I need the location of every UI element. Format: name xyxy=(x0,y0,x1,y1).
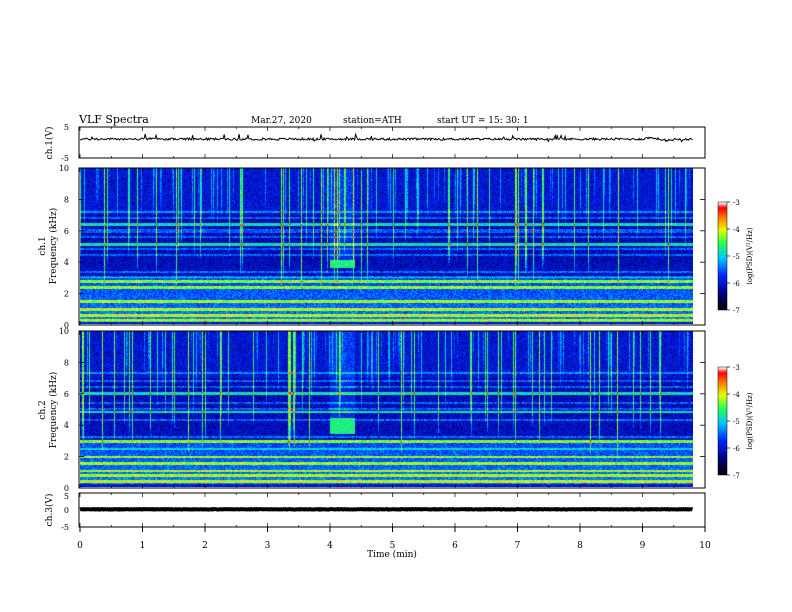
time-axis-tick-label: 1 xyxy=(140,541,146,551)
time-axis-tick-label: 5 xyxy=(390,541,396,551)
colorbar-tick-label: -4 xyxy=(733,226,740,234)
ch1-channel-label: ch.1 xyxy=(38,236,48,255)
ch3-voltage-axis-label: ch.3(V) xyxy=(44,494,55,527)
ch1-voltage-trace xyxy=(79,132,693,143)
time-axis-tick-label: 10 xyxy=(699,541,711,551)
time-axis-tick-label: 2 xyxy=(202,541,208,551)
figure-title: VLF Spectra xyxy=(78,113,149,126)
frequency-tick-label: 6 xyxy=(64,390,69,399)
frequency-tick-label: 0 xyxy=(64,484,69,493)
colorbar-tick-label: -6 xyxy=(733,445,740,453)
frequency-tick-label: 2 xyxy=(64,453,69,462)
ch1-frequency-ticks: 0 2 4 6 8 10 xyxy=(59,164,706,330)
frequency-tick-label: 8 xyxy=(64,358,69,367)
time-axis-tick-label: 6 xyxy=(452,541,458,551)
ch1-waveform-panel: 5 -5 ch.1(V) xyxy=(44,123,706,163)
frequency-tick-label: 10 xyxy=(59,164,69,173)
ch2-spectrogram-image xyxy=(80,331,693,487)
ch3-y-tick-label: 0 xyxy=(64,506,69,515)
ch1-waveform-frame xyxy=(78,126,706,159)
colorbar-tick-label: -7 xyxy=(733,472,740,480)
frequency-tick-label: 10 xyxy=(59,327,69,336)
colorbar-tick-label: -6 xyxy=(733,280,740,288)
date-label: Mar.27, 2020 xyxy=(251,116,312,126)
ch1-frequency-axis-label: Frequency (kHz) xyxy=(48,208,59,285)
ch2-colorbar-ticks: -3 -4 -5 -6 -7 xyxy=(727,364,740,480)
ch2-colorbar-gradient xyxy=(718,367,727,475)
ch2-spectrogram-panel: 0 2 4 6 8 10 ch.2 Frequency (kHz) xyxy=(38,327,706,493)
colorbar-tick-label: -4 xyxy=(733,391,740,399)
time-axis-tick-label: 3 xyxy=(265,541,271,551)
ch1-colorbar-gradient xyxy=(718,202,727,310)
colorbar-tick-label: -5 xyxy=(733,253,740,261)
ch2-frequency-ticks: 0 2 4 6 8 10 xyxy=(59,327,706,493)
frequency-tick-label: 8 xyxy=(64,195,69,204)
ch3-y-tick-label: 5 xyxy=(64,492,69,501)
ch1-y-tick-label: -5 xyxy=(61,154,69,163)
frequency-tick-label: 0 xyxy=(64,321,69,330)
colorbar-tick-label: -7 xyxy=(733,307,740,315)
ch1-spectrogram-panel: 0 2 4 6 8 10 ch.1 Frequency (kHz) xyxy=(38,164,706,330)
ch1-waveform-ticks xyxy=(79,127,706,158)
frequency-tick-label: 6 xyxy=(64,227,69,236)
time-axis-tick-label: 7 xyxy=(515,541,521,551)
ch1-colorbar: -3 -4 -5 -6 -7 log(PSD)(V²/Hz) xyxy=(717,199,754,315)
ch1-colorbar-label: log(PSD)(V²/Hz) xyxy=(746,227,754,284)
ch1-spectrogram-frame xyxy=(78,167,706,326)
frequency-tick-label: 4 xyxy=(64,421,69,430)
time-axis-label: Time (min) xyxy=(367,549,417,560)
ch2-spectrogram-frame xyxy=(78,330,706,489)
ch2-colorbar-label: log(PSD)(V²/Hz) xyxy=(746,392,754,449)
ch2-colorbar: -3 -4 -5 -6 -7 log(PSD)(V²/Hz) xyxy=(717,364,754,480)
colorbar-tick-label: -5 xyxy=(733,418,740,426)
ch3-voltage-trace xyxy=(79,506,694,512)
start-time-label: start UT = 15: 30: 1 xyxy=(437,116,529,126)
frequency-tick-label: 2 xyxy=(64,290,69,299)
time-axis-tick-label: 9 xyxy=(640,541,646,551)
ch3-waveform-panel: 5 0 -5 ch.3(V) xyxy=(44,492,706,532)
colorbar-tick-label: -3 xyxy=(733,364,740,372)
ch1-colorbar-ticks: -3 -4 -5 -6 -7 xyxy=(727,199,740,315)
time-axis-tick-label: 8 xyxy=(577,541,583,551)
colorbar-tick-label: -3 xyxy=(733,199,740,207)
station-label: station=ATH xyxy=(343,116,402,126)
ch1-y-tick-label: 5 xyxy=(64,123,69,132)
ch1-spectrogram-image xyxy=(80,168,693,324)
ch3-waveform-ticks xyxy=(79,493,706,527)
time-axis: 0 1 2 3 4 5 6 7 8 9 10 xyxy=(77,527,711,551)
frequency-tick-label: 4 xyxy=(64,258,69,267)
ch1-voltage-axis-label: ch.1(V) xyxy=(44,127,55,160)
ch3-y-tick-label: -5 xyxy=(61,523,69,532)
time-axis-tick-label: 4 xyxy=(327,541,333,551)
time-axis-tick-label: 0 xyxy=(77,541,83,551)
ch2-frequency-axis-label: Frequency (kHz) xyxy=(48,372,59,449)
ch2-channel-label: ch.2 xyxy=(38,400,48,419)
